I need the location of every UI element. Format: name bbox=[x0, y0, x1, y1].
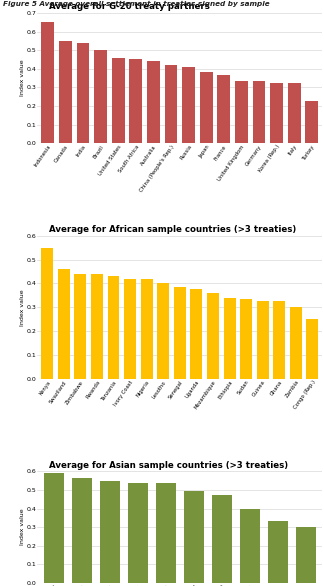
Bar bbox=[112, 57, 124, 144]
Bar bbox=[147, 62, 160, 144]
Bar bbox=[240, 509, 260, 583]
Bar bbox=[257, 301, 269, 379]
Bar bbox=[307, 319, 318, 379]
Bar bbox=[108, 277, 120, 379]
Bar bbox=[240, 299, 252, 379]
Bar bbox=[306, 101, 318, 144]
Bar bbox=[75, 274, 86, 379]
Bar bbox=[182, 67, 195, 144]
Bar bbox=[212, 495, 232, 583]
Bar bbox=[100, 482, 120, 583]
Bar bbox=[290, 307, 302, 379]
Bar bbox=[77, 43, 89, 144]
Bar bbox=[41, 22, 54, 144]
Bar bbox=[72, 478, 92, 583]
Bar bbox=[270, 83, 283, 144]
Bar bbox=[288, 83, 301, 144]
Bar bbox=[200, 71, 213, 144]
Bar bbox=[207, 293, 219, 379]
Bar bbox=[94, 50, 107, 144]
Text: Average for African sample countries (>3 treaties): Average for African sample countries (>3… bbox=[49, 226, 296, 234]
Bar bbox=[174, 287, 186, 379]
Bar bbox=[235, 81, 248, 144]
Bar bbox=[273, 301, 285, 379]
Bar bbox=[268, 520, 288, 583]
Bar bbox=[165, 65, 177, 144]
Bar bbox=[41, 248, 53, 379]
Bar bbox=[128, 483, 148, 583]
Y-axis label: Index value: Index value bbox=[20, 289, 25, 326]
Bar bbox=[59, 41, 72, 144]
Y-axis label: Index value: Index value bbox=[20, 60, 25, 97]
Bar bbox=[217, 76, 230, 144]
Text: Average for Asian sample countries (>3 treaties): Average for Asian sample countries (>3 t… bbox=[49, 461, 288, 470]
Bar bbox=[58, 269, 70, 379]
Bar bbox=[141, 279, 153, 379]
Bar bbox=[253, 81, 265, 144]
Bar bbox=[157, 284, 169, 379]
Y-axis label: Index value: Index value bbox=[20, 509, 25, 546]
Bar bbox=[44, 473, 64, 583]
Bar bbox=[224, 298, 236, 379]
Bar bbox=[156, 483, 176, 583]
Bar bbox=[295, 527, 316, 583]
Bar bbox=[191, 289, 202, 379]
Text: Average for G-20 treaty partners: Average for G-20 treaty partners bbox=[49, 2, 210, 11]
Bar bbox=[91, 274, 103, 379]
Bar bbox=[130, 60, 142, 144]
Bar bbox=[184, 491, 204, 583]
Text: Figure 5 Average overall settlement in treaties signed by sample: Figure 5 Average overall settlement in t… bbox=[3, 1, 270, 7]
Bar bbox=[124, 279, 136, 379]
